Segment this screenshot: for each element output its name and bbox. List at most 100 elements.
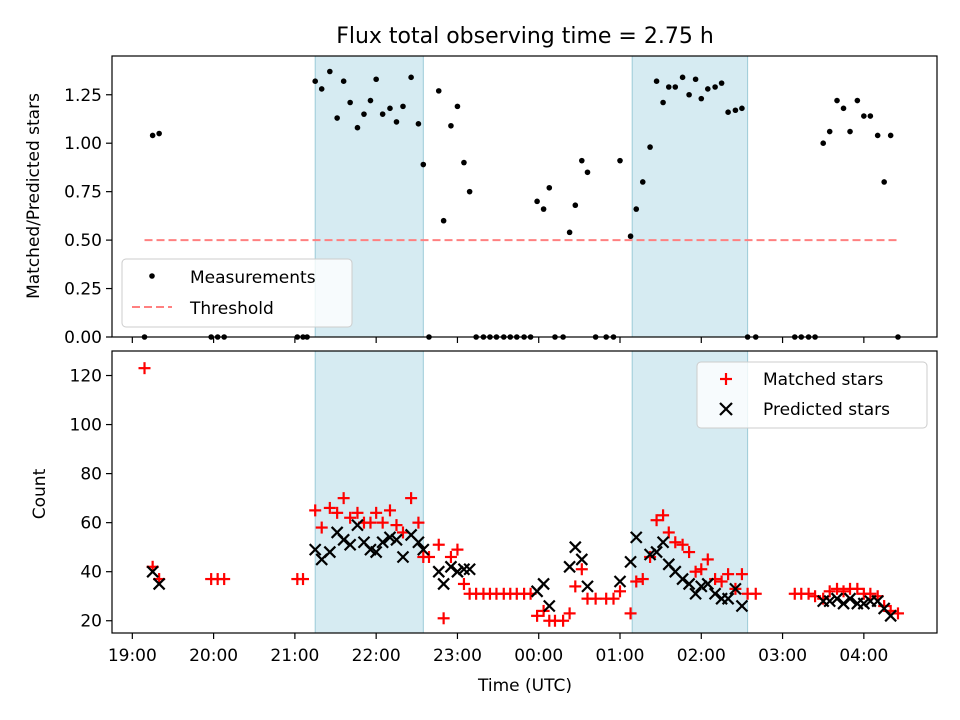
predicted-star-point bbox=[323, 545, 337, 559]
measurement-point bbox=[867, 113, 874, 119]
matched-star-point bbox=[802, 587, 815, 600]
matched-star-point bbox=[851, 582, 864, 595]
matched-star-point bbox=[636, 573, 649, 586]
predicted-star-point bbox=[432, 565, 446, 578]
matched-star-point bbox=[715, 575, 728, 588]
predicted-star-point bbox=[643, 548, 657, 561]
bottom-ytick-label: 40 bbox=[80, 563, 102, 583]
legend-measurements-label: Measurements bbox=[190, 268, 316, 288]
predicted-star-point bbox=[451, 565, 464, 578]
measurement-point bbox=[732, 107, 739, 114]
matched-star-point bbox=[695, 563, 708, 576]
matched-star-point bbox=[722, 568, 735, 581]
matched-star-point bbox=[735, 568, 748, 581]
predicted-star-point bbox=[701, 577, 715, 591]
predicted-star-point bbox=[437, 577, 450, 591]
matched-star-point bbox=[432, 538, 445, 551]
top-panel: Flux total observing time = 2.75 h 0.000… bbox=[24, 24, 938, 348]
bottom-xtick-label: 04:00 bbox=[839, 646, 888, 666]
predicted-star-point bbox=[390, 533, 403, 547]
measurement-point bbox=[420, 161, 427, 168]
predicted-star-point bbox=[676, 572, 689, 586]
matched-star-point bbox=[218, 573, 231, 586]
measurement-point bbox=[334, 115, 340, 121]
predicted-star-point bbox=[624, 555, 637, 569]
matched-star-point bbox=[864, 587, 877, 600]
measurement-point bbox=[704, 86, 711, 92]
matched-star-point bbox=[749, 587, 762, 600]
measurement-point bbox=[387, 105, 393, 112]
predicted-star-point bbox=[543, 599, 556, 613]
measurement-point bbox=[584, 169, 591, 176]
measurement-point bbox=[617, 157, 623, 164]
measurement-point bbox=[653, 78, 660, 84]
measurement-point bbox=[572, 202, 579, 209]
top-ytick-label: 0.25 bbox=[64, 280, 102, 300]
measurement-point bbox=[408, 74, 414, 81]
measurement-point bbox=[579, 157, 585, 164]
measurement-point bbox=[881, 179, 887, 185]
predicted-star-point bbox=[729, 582, 742, 596]
matched-star-point bbox=[630, 575, 643, 588]
measurement-point bbox=[466, 188, 473, 195]
measurement-point bbox=[686, 91, 692, 98]
bottom-xtick-label: 20:00 bbox=[189, 646, 238, 666]
predicted-star-point bbox=[463, 562, 476, 576]
matched-star-point bbox=[351, 506, 364, 519]
predicted-star-point bbox=[843, 592, 857, 605]
bottom-xtick-label: 00:00 bbox=[514, 646, 563, 666]
matched-star-point bbox=[297, 573, 310, 586]
measurement-point bbox=[415, 121, 422, 127]
legend-matched-marker bbox=[720, 373, 732, 385]
predicted-star-point bbox=[581, 580, 594, 593]
matched-star-point bbox=[370, 506, 383, 519]
matched-star-point bbox=[396, 526, 409, 539]
top-axes-frame bbox=[111, 55, 938, 338]
measurement-point bbox=[448, 122, 454, 129]
matched-star-point bbox=[331, 506, 344, 519]
measurement-point bbox=[156, 130, 162, 137]
predicted-star-point bbox=[650, 545, 663, 559]
measurement-point bbox=[834, 97, 840, 104]
measurement-point bbox=[435, 88, 442, 94]
predicted-star-point bbox=[830, 592, 844, 605]
matched-star-point bbox=[323, 501, 336, 514]
bottom-xtick-label: 21:00 bbox=[270, 646, 319, 666]
measurement-point bbox=[440, 217, 447, 224]
measurement-point bbox=[400, 103, 406, 110]
matched-star-point bbox=[422, 550, 435, 563]
predicted-star-point bbox=[575, 553, 589, 566]
legend-predicted-marker bbox=[719, 402, 733, 416]
bottom-ytick-label: 100 bbox=[70, 416, 102, 436]
predicted-star-point bbox=[695, 580, 708, 593]
predicted-star-point bbox=[884, 609, 897, 623]
matched-star-point bbox=[683, 546, 696, 559]
bottom-ytick-label: 60 bbox=[80, 514, 102, 534]
predicted-star-point bbox=[457, 562, 471, 576]
bottom-xtick-label: 02:00 bbox=[677, 646, 726, 666]
matched-star-point bbox=[315, 521, 328, 534]
predicted-star-point bbox=[629, 531, 643, 544]
top-x-ticks bbox=[131, 337, 865, 343]
predicted-star-point bbox=[412, 535, 425, 549]
measurement-point bbox=[874, 132, 881, 139]
matched-star-point bbox=[390, 519, 403, 532]
predicted-star-point bbox=[369, 545, 383, 559]
legend-matched-label: Matched stars bbox=[763, 370, 883, 390]
predicted-star-point bbox=[343, 538, 357, 551]
predicted-stars-points bbox=[146, 518, 897, 623]
bottom-y-axis-label: Count bbox=[30, 468, 50, 519]
matched-star-point bbox=[624, 607, 637, 620]
top-ytick-label: 0.00 bbox=[64, 328, 102, 348]
top-y-axis-label: Matched/Predicted stars bbox=[24, 93, 44, 299]
matched-star-point bbox=[337, 492, 350, 505]
bottom-y-ticks: 20 40 60 80 100 120 bbox=[70, 367, 112, 632]
predicted-star-point bbox=[383, 531, 397, 544]
bottom-legend: Matched stars Predicted stars bbox=[696, 361, 928, 429]
predicted-star-point bbox=[857, 597, 871, 610]
predicted-star-point bbox=[152, 577, 166, 591]
matched-star-point bbox=[437, 612, 450, 625]
bottom-axes-frame bbox=[111, 350, 938, 634]
matched-star-point bbox=[405, 492, 418, 505]
predicted-star-point bbox=[735, 599, 749, 613]
